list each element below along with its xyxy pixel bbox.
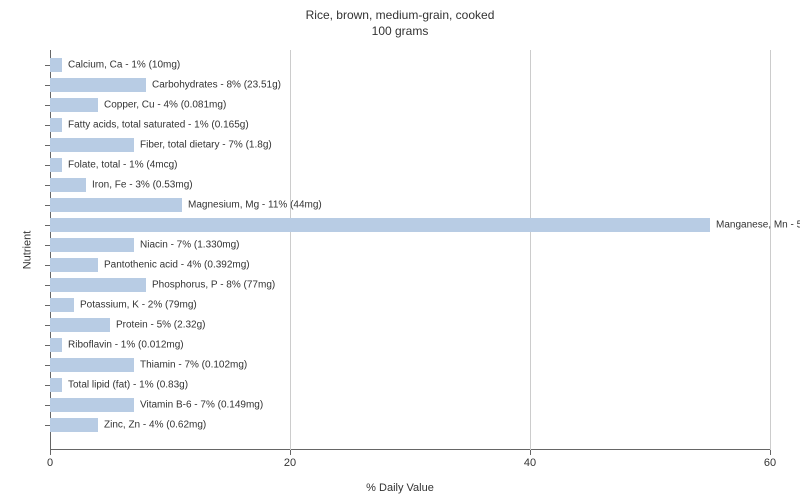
bar-row: Thiamin - 7% (0.102mg) xyxy=(50,358,770,372)
bar xyxy=(50,278,146,292)
bar xyxy=(50,418,98,432)
bar xyxy=(50,398,134,412)
bar xyxy=(50,78,146,92)
bar xyxy=(50,238,134,252)
bar-label: Niacin - 7% (1.330mg) xyxy=(138,239,239,250)
bar-label: Riboflavin - 1% (0.012mg) xyxy=(66,339,184,350)
bar xyxy=(50,178,86,192)
bar-row: Folate, total - 1% (4mcg) xyxy=(50,158,770,172)
bar xyxy=(50,98,98,112)
bar-row: Manganese, Mn - 55% (1.097mg) xyxy=(50,218,770,232)
bar xyxy=(50,158,62,172)
x-tick-label: 40 xyxy=(524,457,536,469)
bar-row: Zinc, Zn - 4% (0.62mg) xyxy=(50,418,770,432)
bar-row: Pantothenic acid - 4% (0.392mg) xyxy=(50,258,770,272)
bar-label: Fatty acids, total saturated - 1% (0.165… xyxy=(66,119,249,130)
bar-row: Fiber, total dietary - 7% (1.8g) xyxy=(50,138,770,152)
bar-label: Potassium, K - 2% (79mg) xyxy=(78,299,197,310)
bar-label: Zinc, Zn - 4% (0.62mg) xyxy=(102,419,206,430)
bar-label: Phosphorus, P - 8% (77mg) xyxy=(150,279,275,290)
bar-label: Total lipid (fat) - 1% (0.83g) xyxy=(66,379,188,390)
bar-row: Calcium, Ca - 1% (10mg) xyxy=(50,58,770,72)
bar xyxy=(50,298,74,312)
bar xyxy=(50,198,182,212)
gridline xyxy=(770,50,771,450)
bar xyxy=(50,118,62,132)
bar-label: Manganese, Mn - 55% (1.097mg) xyxy=(714,219,800,230)
bar-label: Magnesium, Mg - 11% (44mg) xyxy=(186,199,322,210)
bar-row: Potassium, K - 2% (79mg) xyxy=(50,298,770,312)
x-tick-label: 20 xyxy=(284,457,296,469)
bar-label: Pantothenic acid - 4% (0.392mg) xyxy=(102,259,250,270)
bar-row: Niacin - 7% (1.330mg) xyxy=(50,238,770,252)
title-line-2: 100 grams xyxy=(0,24,800,40)
bar-label: Copper, Cu - 4% (0.081mg) xyxy=(102,99,226,110)
bar-row: Magnesium, Mg - 11% (44mg) xyxy=(50,198,770,212)
bar-label: Fiber, total dietary - 7% (1.8g) xyxy=(138,139,272,150)
x-tick xyxy=(50,450,51,455)
bar xyxy=(50,258,98,272)
x-axis-label: % Daily Value xyxy=(366,482,434,494)
y-axis-label: Nutrient xyxy=(21,231,33,270)
x-tick xyxy=(770,450,771,455)
bar-label: Thiamin - 7% (0.102mg) xyxy=(138,359,247,370)
bar-label: Folate, total - 1% (4mcg) xyxy=(66,159,177,170)
bar-row: Total lipid (fat) - 1% (0.83g) xyxy=(50,378,770,392)
bar xyxy=(50,358,134,372)
bar-row: Fatty acids, total saturated - 1% (0.165… xyxy=(50,118,770,132)
bar-label: Calcium, Ca - 1% (10mg) xyxy=(66,59,180,70)
bar-row: Copper, Cu - 4% (0.081mg) xyxy=(50,98,770,112)
bar xyxy=(50,138,134,152)
bar-row: Vitamin B-6 - 7% (0.149mg) xyxy=(50,398,770,412)
bar-row: Riboflavin - 1% (0.012mg) xyxy=(50,338,770,352)
bar xyxy=(50,378,62,392)
bar-row: Carbohydrates - 8% (23.51g) xyxy=(50,78,770,92)
x-tick-label: 0 xyxy=(47,457,53,469)
chart-title: Rice, brown, medium-grain, cooked 100 gr… xyxy=(0,0,800,39)
bar-label: Carbohydrates - 8% (23.51g) xyxy=(150,79,281,90)
bar xyxy=(50,338,62,352)
bar-row: Iron, Fe - 3% (0.53mg) xyxy=(50,178,770,192)
bar-label: Iron, Fe - 3% (0.53mg) xyxy=(90,179,193,190)
bar xyxy=(50,58,62,72)
bar xyxy=(50,318,110,332)
bar xyxy=(50,218,710,232)
bar-label: Vitamin B-6 - 7% (0.149mg) xyxy=(138,399,263,410)
title-line-1: Rice, brown, medium-grain, cooked xyxy=(0,8,800,24)
x-tick xyxy=(290,450,291,455)
x-axis-line xyxy=(50,449,770,450)
x-tick-label: 60 xyxy=(764,457,776,469)
plot-area: 0204060Calcium, Ca - 1% (10mg)Carbohydra… xyxy=(50,50,770,450)
nutrient-chart: Rice, brown, medium-grain, cooked 100 gr… xyxy=(0,0,800,500)
x-tick xyxy=(530,450,531,455)
bar-row: Protein - 5% (2.32g) xyxy=(50,318,770,332)
bar-label: Protein - 5% (2.32g) xyxy=(114,319,206,330)
bar-row: Phosphorus, P - 8% (77mg) xyxy=(50,278,770,292)
